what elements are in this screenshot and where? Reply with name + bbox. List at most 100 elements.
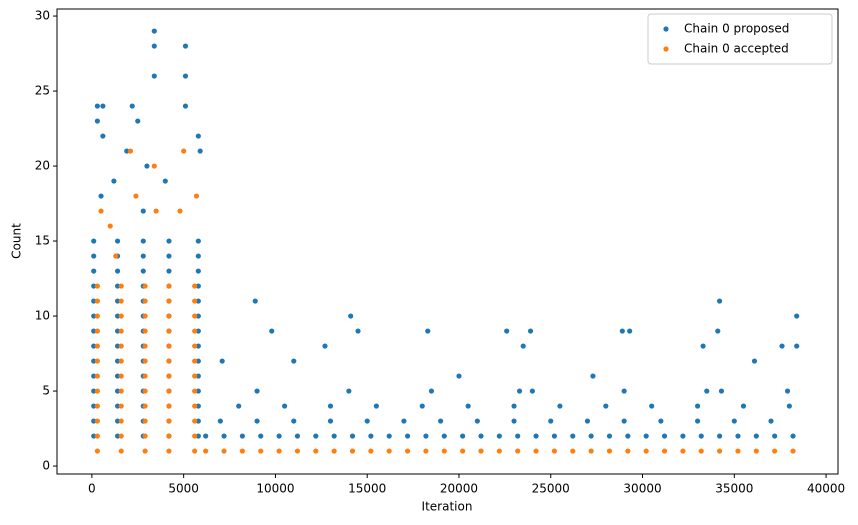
point: [142, 313, 148, 319]
point: [195, 268, 201, 274]
point: [386, 433, 392, 439]
point: [166, 448, 172, 454]
point: [124, 148, 130, 154]
point: [193, 193, 200, 199]
point: [192, 433, 198, 439]
point: [94, 448, 100, 454]
point: [195, 343, 201, 349]
point: [91, 433, 97, 439]
point: [195, 388, 201, 394]
point: [515, 448, 521, 454]
y-tick-label: 0: [42, 459, 50, 473]
point: [114, 298, 121, 304]
x-tick-label: 10000: [256, 482, 294, 496]
point: [680, 433, 686, 439]
point: [700, 343, 706, 349]
point: [166, 418, 172, 424]
point: [98, 208, 104, 214]
point: [349, 433, 356, 439]
point: [192, 418, 198, 424]
point: [118, 313, 124, 319]
point: [313, 448, 319, 454]
point: [460, 433, 466, 439]
point: [428, 388, 435, 394]
point: [423, 433, 429, 439]
point: [94, 103, 100, 109]
point: [294, 448, 301, 454]
point: [94, 298, 100, 304]
point: [100, 103, 106, 109]
point: [735, 433, 741, 439]
point: [504, 328, 510, 334]
point: [731, 418, 737, 424]
point: [166, 298, 172, 304]
point: [533, 433, 539, 439]
point: [118, 373, 124, 379]
point: [118, 283, 124, 289]
point: [153, 208, 159, 214]
point: [698, 448, 704, 454]
y-tick-label: 25: [35, 84, 50, 98]
point: [192, 298, 198, 304]
point: [114, 358, 121, 364]
point: [331, 433, 337, 439]
point: [144, 163, 150, 169]
point: [794, 343, 800, 349]
point: [529, 388, 535, 394]
point: [182, 73, 189, 79]
point: [182, 103, 189, 109]
point: [118, 418, 124, 424]
point: [368, 433, 374, 439]
point: [772, 433, 778, 439]
point: [276, 433, 282, 439]
point: [661, 448, 668, 454]
point: [718, 388, 725, 394]
point: [740, 403, 747, 409]
point: [151, 28, 157, 34]
point: [118, 358, 124, 364]
point: [441, 433, 447, 439]
point: [162, 178, 168, 184]
point: [715, 328, 721, 334]
point: [166, 268, 172, 274]
point: [195, 403, 201, 409]
point: [282, 403, 288, 409]
point: [276, 448, 282, 454]
point: [151, 73, 157, 79]
point: [717, 448, 723, 454]
y-tick-label: 20: [35, 159, 50, 173]
point: [111, 178, 117, 184]
x-tick-label: 0: [88, 482, 96, 496]
point: [551, 448, 558, 454]
point: [91, 238, 97, 244]
point: [478, 448, 484, 454]
legend-marker: [663, 46, 669, 52]
point: [239, 433, 245, 439]
point: [364, 418, 370, 424]
point: [570, 433, 576, 439]
point: [661, 433, 668, 439]
point: [698, 433, 704, 439]
point: [570, 448, 576, 454]
point: [114, 238, 121, 244]
x-tick-label: 35000: [715, 482, 753, 496]
point: [258, 448, 264, 454]
point: [680, 448, 686, 454]
point: [94, 403, 100, 409]
point: [166, 358, 172, 364]
point: [91, 403, 97, 409]
point: [195, 238, 201, 244]
point: [520, 343, 526, 349]
point: [258, 433, 264, 439]
point: [91, 298, 97, 304]
point: [166, 403, 172, 409]
point: [140, 238, 146, 244]
point: [327, 418, 334, 424]
point: [113, 253, 119, 259]
point: [786, 403, 792, 409]
point: [142, 433, 148, 439]
point: [142, 343, 148, 349]
y-tick-label: 15: [35, 234, 50, 248]
x-tick-label: 25000: [532, 482, 570, 496]
point: [195, 298, 201, 304]
